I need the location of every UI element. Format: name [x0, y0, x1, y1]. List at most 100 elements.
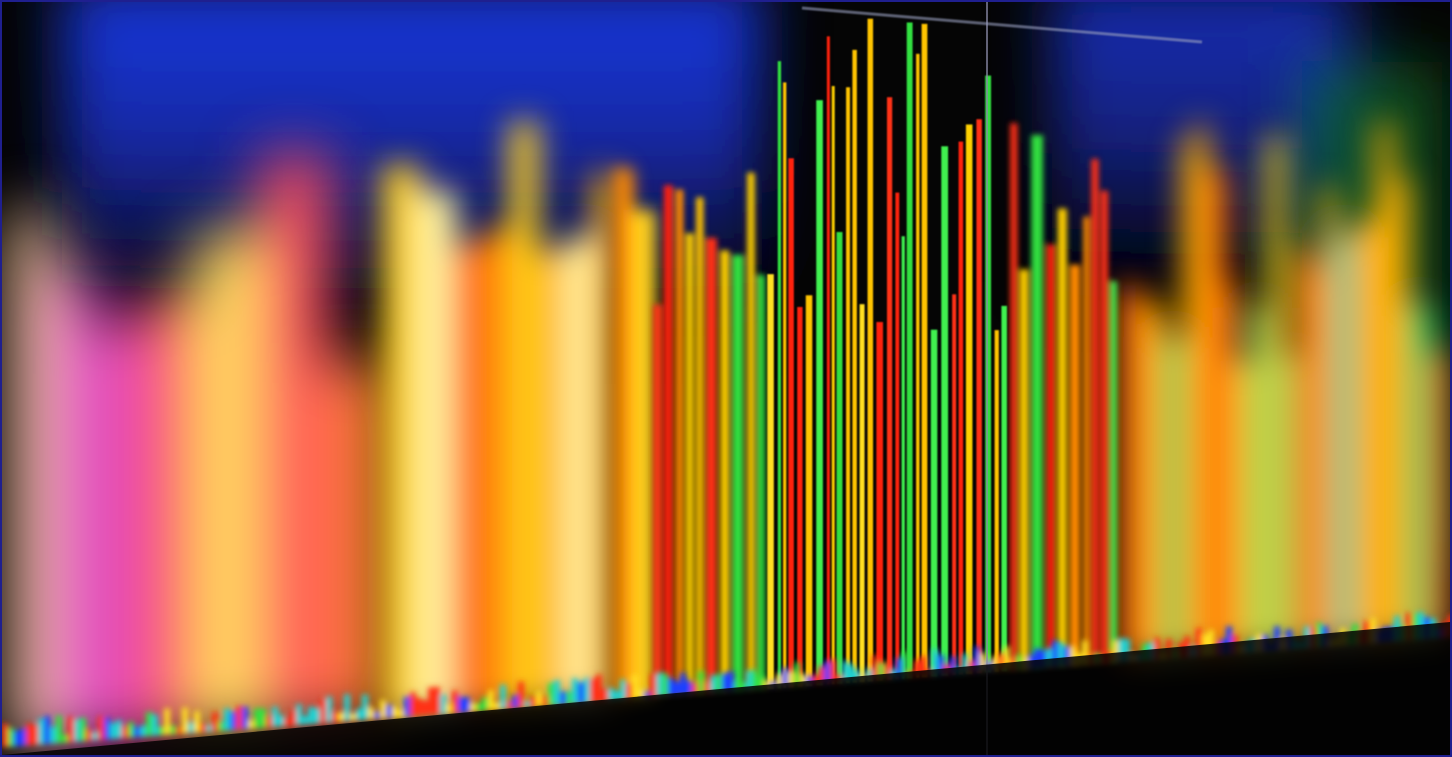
noise-peak — [962, 653, 968, 675]
noise-peak — [92, 731, 98, 741]
bar — [916, 53, 920, 678]
noise-peak — [788, 671, 794, 688]
bar — [1353, 221, 1380, 645]
noise-peak — [662, 672, 668, 697]
bar — [1163, 337, 1185, 659]
bar — [720, 250, 730, 693]
noise-peak — [122, 725, 128, 738]
bar-layer — [382, 121, 1448, 719]
noise-peak — [362, 694, 368, 720]
bar — [1407, 305, 1433, 641]
noise-peak — [794, 662, 800, 687]
bar-layer — [613, 168, 656, 701]
bar — [1110, 281, 1117, 663]
noise-peak — [740, 682, 746, 691]
noise-peak — [680, 672, 686, 696]
bar — [1266, 136, 1285, 651]
noise-peak — [938, 654, 944, 676]
noise-peak — [284, 718, 290, 726]
bar-layer — [767, 18, 1007, 689]
bar — [886, 97, 893, 680]
noise-peak — [464, 697, 470, 712]
bar — [901, 236, 905, 679]
spectrum-bars — [2, 18, 1450, 747]
noise-peak — [626, 683, 632, 700]
noise-peak — [224, 708, 230, 731]
noise-peak — [314, 707, 320, 724]
noise-peak — [254, 708, 260, 728]
noise-peak — [434, 687, 440, 715]
bar — [631, 209, 656, 700]
bar — [91, 323, 145, 741]
bar — [1083, 216, 1090, 665]
noise-peak — [872, 655, 878, 681]
bar — [1250, 307, 1269, 653]
noise-peak — [62, 734, 68, 743]
bar — [1182, 141, 1195, 658]
noise-peak — [1154, 637, 1160, 660]
noise-peak — [158, 726, 164, 736]
noise-peak — [398, 709, 404, 717]
bar — [1069, 264, 1081, 666]
noise-peak — [602, 689, 608, 702]
bar — [1141, 304, 1167, 661]
noise-peak — [308, 706, 314, 724]
noise-peak — [812, 675, 818, 686]
noise-peak — [392, 706, 398, 718]
bar — [797, 306, 803, 687]
noise-peak — [98, 716, 104, 740]
bar — [930, 329, 938, 677]
noise-peak — [800, 673, 806, 687]
noise-peak — [524, 701, 530, 708]
noise-peak — [500, 684, 506, 710]
bar — [1236, 360, 1253, 654]
noise-peak — [290, 710, 296, 726]
noise-peak — [494, 702, 500, 710]
bar — [1057, 208, 1067, 667]
noise-peak — [170, 725, 176, 735]
noise-peak — [1064, 646, 1070, 667]
bar — [836, 232, 843, 684]
noise-peak — [650, 673, 656, 698]
noise-peak — [530, 696, 536, 707]
bar — [788, 158, 794, 688]
noise-peak — [200, 723, 206, 732]
noise-peak — [620, 679, 626, 701]
bar — [509, 121, 539, 709]
noise-peak — [44, 716, 50, 744]
noise-peak — [776, 673, 782, 689]
noise-peak — [260, 708, 266, 728]
noise-peak — [608, 687, 614, 701]
noise-peak — [998, 652, 1004, 672]
noise-peak — [320, 699, 326, 723]
noise-peak — [1052, 640, 1058, 668]
noise-peak — [548, 682, 554, 706]
floor-noise — [2, 612, 1450, 747]
noise-peak — [410, 692, 416, 717]
noise-peak — [188, 722, 194, 733]
bar — [382, 164, 421, 719]
bar — [260, 154, 329, 728]
noise-peak — [614, 690, 620, 701]
noise-peak — [824, 661, 830, 685]
noise-peak — [350, 713, 356, 721]
noise-peak — [476, 703, 482, 711]
noise-peak — [152, 714, 158, 736]
bar — [1010, 123, 1018, 671]
bar — [1193, 124, 1208, 657]
noise-peak — [14, 731, 20, 747]
noise-peak — [338, 712, 344, 722]
noise-peak — [710, 675, 716, 694]
bar — [1391, 178, 1409, 642]
screen-edge — [2, 622, 1450, 755]
noise-peak — [632, 674, 638, 700]
noise-peak — [746, 670, 752, 691]
noise-peak — [932, 648, 938, 677]
noise-peak — [128, 721, 134, 738]
noise-peak — [446, 703, 452, 714]
noise-peak — [1046, 647, 1052, 668]
bar — [48, 269, 97, 744]
bar — [663, 185, 673, 697]
bar — [994, 330, 999, 672]
